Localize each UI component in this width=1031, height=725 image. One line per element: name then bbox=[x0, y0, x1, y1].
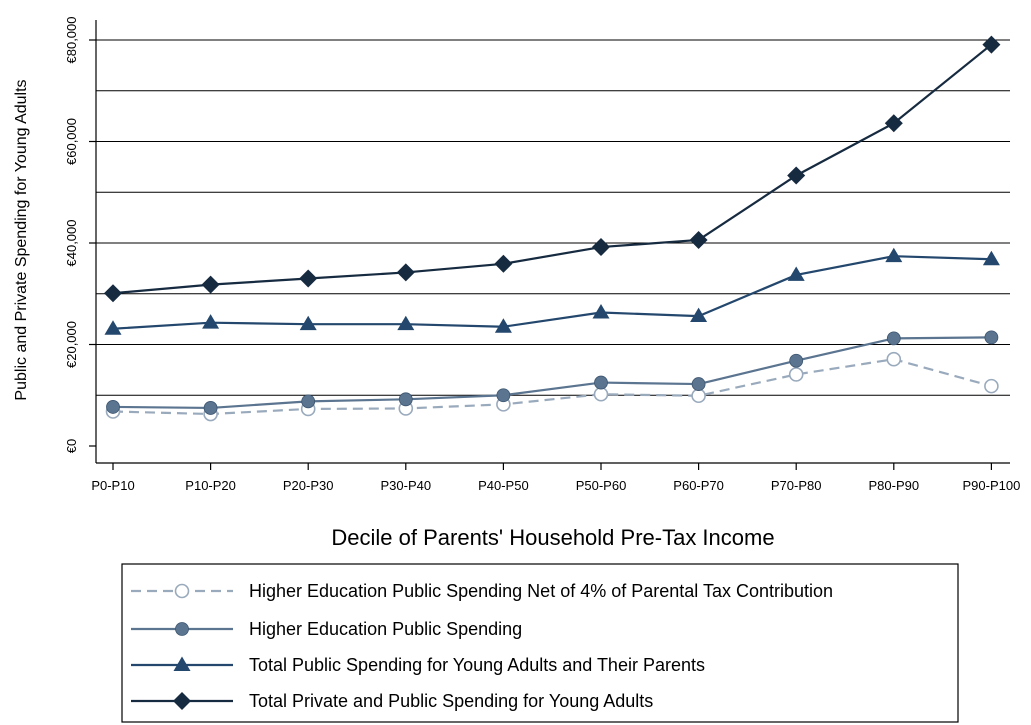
y-tick-label: €0 bbox=[64, 439, 79, 453]
legend-label: Higher Education Public Spending Net of … bbox=[249, 581, 833, 601]
series-line bbox=[112, 358, 992, 416]
legend-label: Higher Education Public Spending bbox=[249, 619, 522, 639]
legend-marker bbox=[174, 583, 190, 599]
legend-item: Higher Education Public Spending Net of … bbox=[131, 581, 833, 601]
data-point bbox=[494, 254, 513, 273]
x-tick-label: P40-P50 bbox=[478, 478, 529, 493]
x-tick-label: P20-P30 bbox=[283, 478, 334, 493]
x-axis-title: Decile of Parents' Household Pre-Tax Inc… bbox=[331, 525, 774, 550]
x-tick-label: P50-P60 bbox=[576, 478, 627, 493]
data-point bbox=[594, 375, 608, 390]
series-4 bbox=[104, 35, 1001, 303]
data-point bbox=[884, 114, 903, 133]
legend-label: Total Private and Public Spending for Yo… bbox=[249, 691, 653, 711]
data-point bbox=[398, 392, 413, 407]
data-point bbox=[886, 351, 902, 367]
series-group bbox=[104, 35, 1001, 422]
x-tick-label: P10-P20 bbox=[185, 478, 236, 493]
data-point bbox=[397, 315, 415, 331]
legend-label: Total Public Spending for Young Adults a… bbox=[249, 655, 705, 675]
y-tick-label: €80,000 bbox=[64, 17, 79, 64]
series-line bbox=[112, 43, 993, 295]
data-point bbox=[984, 330, 999, 345]
data-point bbox=[789, 353, 804, 368]
legend-marker bbox=[175, 622, 189, 636]
data-point bbox=[202, 314, 220, 329]
data-point bbox=[982, 250, 1000, 266]
data-point bbox=[496, 388, 511, 403]
legend-marker bbox=[173, 692, 191, 710]
x-tick-label: P90-P100 bbox=[962, 478, 1020, 493]
data-point bbox=[494, 318, 512, 333]
y-ticks: €0 €20,000 €40,000 €60,000 €80,000 bbox=[64, 17, 96, 453]
series-2 bbox=[106, 330, 999, 415]
x-tick-label: P60-P70 bbox=[673, 478, 724, 493]
data-point bbox=[787, 166, 806, 185]
data-point bbox=[886, 331, 901, 346]
data-point bbox=[203, 401, 218, 415]
data-point bbox=[689, 230, 708, 249]
x-tick-label: P0-P10 bbox=[91, 478, 134, 493]
y-tick-label: €40,000 bbox=[64, 220, 79, 267]
legend-marker bbox=[173, 656, 191, 671]
data-point bbox=[982, 35, 1001, 54]
y-axis-title: Public and Private Spending for Young Ad… bbox=[13, 79, 30, 400]
series-line bbox=[112, 255, 992, 330]
legend-item: Higher Education Public Spending bbox=[131, 619, 522, 639]
legend: Higher Education Public Spending Net of … bbox=[121, 563, 959, 723]
y-tick-label: €20,000 bbox=[64, 321, 79, 368]
legend-item: Total Private and Public Spending for Yo… bbox=[131, 691, 653, 711]
series-line bbox=[112, 336, 992, 410]
data-point bbox=[104, 320, 122, 335]
data-point bbox=[592, 304, 610, 319]
data-point bbox=[691, 377, 706, 391]
data-point bbox=[593, 386, 609, 402]
legend-box bbox=[121, 563, 959, 723]
data-point bbox=[299, 315, 317, 331]
data-point bbox=[201, 275, 220, 294]
data-point bbox=[301, 394, 316, 409]
x-tick-label: P80-P90 bbox=[869, 478, 920, 493]
x-ticks: P0-P10 P10-P20 P20-P30 P30-P40 P40-P50 P50-P6… bbox=[91, 463, 1020, 493]
legend-item: Total Public Spending for Young Adults a… bbox=[131, 655, 705, 675]
y-tick-label: €60,000 bbox=[64, 118, 79, 165]
data-point bbox=[690, 307, 708, 323]
data-point bbox=[106, 400, 120, 414]
data-point bbox=[788, 367, 804, 382]
gridlines bbox=[96, 39, 1010, 396]
x-tick-label: P70-P80 bbox=[771, 478, 822, 493]
data-point bbox=[396, 263, 415, 282]
series-3 bbox=[104, 247, 1000, 335]
axes bbox=[95, 20, 1010, 464]
data-point bbox=[691, 388, 706, 404]
series-1 bbox=[105, 351, 999, 422]
data-point bbox=[787, 266, 805, 281]
data-point bbox=[885, 247, 903, 263]
data-point bbox=[299, 269, 318, 288]
data-point bbox=[104, 284, 122, 303]
data-point bbox=[592, 238, 610, 257]
x-tick-label: P30-P40 bbox=[381, 478, 432, 493]
data-point bbox=[984, 378, 999, 394]
